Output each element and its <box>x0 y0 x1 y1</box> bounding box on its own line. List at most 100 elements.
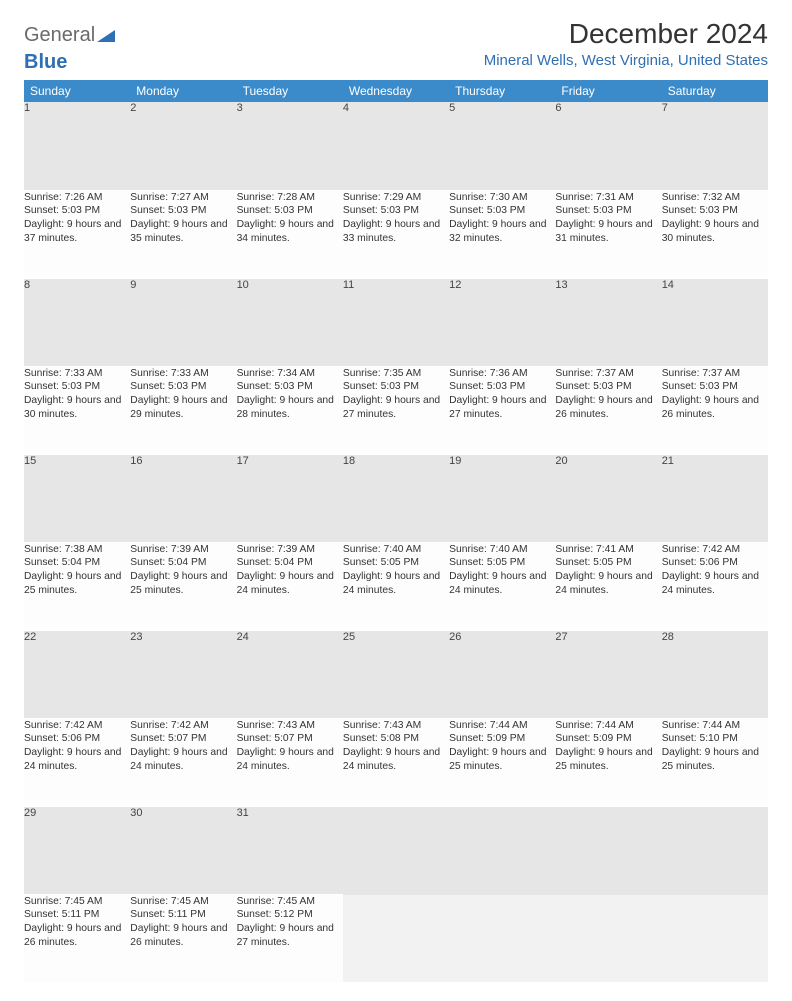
day-number-cell: 4 <box>343 102 449 190</box>
day-number-cell: 28 <box>662 630 768 718</box>
sunrise-line: Sunrise: 7:45 AM <box>130 895 236 909</box>
day-content-cell: Sunrise: 7:30 AMSunset: 5:03 PMDaylight:… <box>449 190 555 278</box>
day-content-cell: Sunrise: 7:37 AMSunset: 5:03 PMDaylight:… <box>662 366 768 454</box>
logo: General <box>24 24 115 47</box>
day-content-cell <box>343 894 449 982</box>
sunrise-line: Sunrise: 7:35 AM <box>343 367 449 381</box>
sunset-line: Sunset: 5:08 PM <box>343 732 449 746</box>
day-number-cell: 20 <box>555 454 661 542</box>
daylight-line: Daylight: 9 hours and 30 minutes. <box>24 394 130 422</box>
day-number-cell: 5 <box>449 102 555 190</box>
day-number-cell: 23 <box>130 630 236 718</box>
daylight-line: Daylight: 9 hours and 37 minutes. <box>24 218 130 246</box>
daylight-line: Daylight: 9 hours and 26 minutes. <box>24 922 130 950</box>
sunrise-line: Sunrise: 7:45 AM <box>237 895 343 909</box>
daylight-line: Daylight: 9 hours and 26 minutes. <box>130 922 236 950</box>
daylight-line: Daylight: 9 hours and 24 minutes. <box>343 746 449 774</box>
daylight-line: Daylight: 9 hours and 27 minutes. <box>237 922 343 950</box>
sunrise-line: Sunrise: 7:37 AM <box>662 367 768 381</box>
sunrise-line: Sunrise: 7:33 AM <box>24 367 130 381</box>
daylight-line: Daylight: 9 hours and 25 minutes. <box>662 746 768 774</box>
sunrise-line: Sunrise: 7:40 AM <box>343 543 449 557</box>
sunrise-line: Sunrise: 7:44 AM <box>662 719 768 733</box>
daylight-line: Daylight: 9 hours and 33 minutes. <box>343 218 449 246</box>
daylight-line: Daylight: 9 hours and 26 minutes. <box>662 394 768 422</box>
day-number-cell: 18 <box>343 454 449 542</box>
sunrise-line: Sunrise: 7:44 AM <box>555 719 661 733</box>
sunset-line: Sunset: 5:03 PM <box>237 204 343 218</box>
sunset-line: Sunset: 5:07 PM <box>237 732 343 746</box>
day-content-cell: Sunrise: 7:44 AMSunset: 5:10 PMDaylight:… <box>662 718 768 806</box>
sunrise-line: Sunrise: 7:28 AM <box>237 191 343 205</box>
sunset-line: Sunset: 5:12 PM <box>237 908 343 922</box>
sunset-line: Sunset: 5:03 PM <box>24 380 130 394</box>
sunset-line: Sunset: 5:03 PM <box>343 380 449 394</box>
sunset-line: Sunset: 5:04 PM <box>130 556 236 570</box>
sunset-line: Sunset: 5:03 PM <box>130 380 236 394</box>
day-content-row: Sunrise: 7:42 AMSunset: 5:06 PMDaylight:… <box>24 718 768 806</box>
calendar-page: General December 2024 Mineral Wells, Wes… <box>0 0 792 1001</box>
weekday-header-row: Sunday Monday Tuesday Wednesday Thursday… <box>24 80 768 102</box>
sunset-line: Sunset: 5:04 PM <box>24 556 130 570</box>
sunset-line: Sunset: 5:10 PM <box>662 732 768 746</box>
day-number-cell: 10 <box>237 278 343 366</box>
day-number-cell: 9 <box>130 278 236 366</box>
sunset-line: Sunset: 5:03 PM <box>24 204 130 218</box>
sunset-line: Sunset: 5:03 PM <box>343 204 449 218</box>
weekday-header: Tuesday <box>237 80 343 102</box>
day-content-cell: Sunrise: 7:41 AMSunset: 5:05 PMDaylight:… <box>555 542 661 630</box>
sunrise-line: Sunrise: 7:41 AM <box>555 543 661 557</box>
day-number-cell: 11 <box>343 278 449 366</box>
day-number-cell: 1 <box>24 102 130 190</box>
day-number-cell: 7 <box>662 102 768 190</box>
day-number-cell: 6 <box>555 102 661 190</box>
day-number-cell: 14 <box>662 278 768 366</box>
day-content-cell: Sunrise: 7:45 AMSunset: 5:11 PMDaylight:… <box>24 894 130 982</box>
daylight-line: Daylight: 9 hours and 25 minutes. <box>449 746 555 774</box>
sunset-line: Sunset: 5:03 PM <box>449 380 555 394</box>
day-number-cell: 16 <box>130 454 236 542</box>
day-number-cell <box>555 806 661 894</box>
logo-triangle-icon <box>97 28 115 44</box>
day-content-cell: Sunrise: 7:43 AMSunset: 5:07 PMDaylight:… <box>237 718 343 806</box>
sunrise-line: Sunrise: 7:42 AM <box>662 543 768 557</box>
day-number-cell: 3 <box>237 102 343 190</box>
sunset-line: Sunset: 5:03 PM <box>555 380 661 394</box>
sunset-line: Sunset: 5:05 PM <box>343 556 449 570</box>
day-number-cell: 27 <box>555 630 661 718</box>
sunrise-line: Sunrise: 7:33 AM <box>130 367 236 381</box>
sunrise-line: Sunrise: 7:34 AM <box>237 367 343 381</box>
logo-text-2: Blue <box>24 51 67 73</box>
day-number-cell: 15 <box>24 454 130 542</box>
daylight-line: Daylight: 9 hours and 24 minutes. <box>343 570 449 598</box>
weekday-header: Sunday <box>24 80 130 102</box>
sunrise-line: Sunrise: 7:36 AM <box>449 367 555 381</box>
daylight-line: Daylight: 9 hours and 26 minutes. <box>555 394 661 422</box>
sunrise-line: Sunrise: 7:43 AM <box>237 719 343 733</box>
sunset-line: Sunset: 5:03 PM <box>449 204 555 218</box>
day-number-cell: 30 <box>130 806 236 894</box>
daylight-line: Daylight: 9 hours and 24 minutes. <box>555 570 661 598</box>
daylight-line: Daylight: 9 hours and 29 minutes. <box>130 394 236 422</box>
day-content-cell: Sunrise: 7:36 AMSunset: 5:03 PMDaylight:… <box>449 366 555 454</box>
sunset-line: Sunset: 5:05 PM <box>555 556 661 570</box>
sunset-line: Sunset: 5:09 PM <box>555 732 661 746</box>
day-content-cell: Sunrise: 7:31 AMSunset: 5:03 PMDaylight:… <box>555 190 661 278</box>
daylight-line: Daylight: 9 hours and 27 minutes. <box>449 394 555 422</box>
day-content-cell: Sunrise: 7:26 AMSunset: 5:03 PMDaylight:… <box>24 190 130 278</box>
sunset-line: Sunset: 5:04 PM <box>237 556 343 570</box>
day-number-cell: 24 <box>237 630 343 718</box>
day-number-cell: 2 <box>130 102 236 190</box>
sunset-line: Sunset: 5:03 PM <box>662 380 768 394</box>
sunset-line: Sunset: 5:11 PM <box>130 908 236 922</box>
daylight-line: Daylight: 9 hours and 25 minutes. <box>130 570 236 598</box>
day-number-cell: 13 <box>555 278 661 366</box>
day-content-cell: Sunrise: 7:38 AMSunset: 5:04 PMDaylight:… <box>24 542 130 630</box>
sunrise-line: Sunrise: 7:42 AM <box>24 719 130 733</box>
weekday-header: Saturday <box>662 80 768 102</box>
weekday-header: Thursday <box>449 80 555 102</box>
daylight-line: Daylight: 9 hours and 25 minutes. <box>555 746 661 774</box>
daylight-line: Daylight: 9 hours and 25 minutes. <box>24 570 130 598</box>
daylight-line: Daylight: 9 hours and 30 minutes. <box>662 218 768 246</box>
sunrise-line: Sunrise: 7:42 AM <box>130 719 236 733</box>
